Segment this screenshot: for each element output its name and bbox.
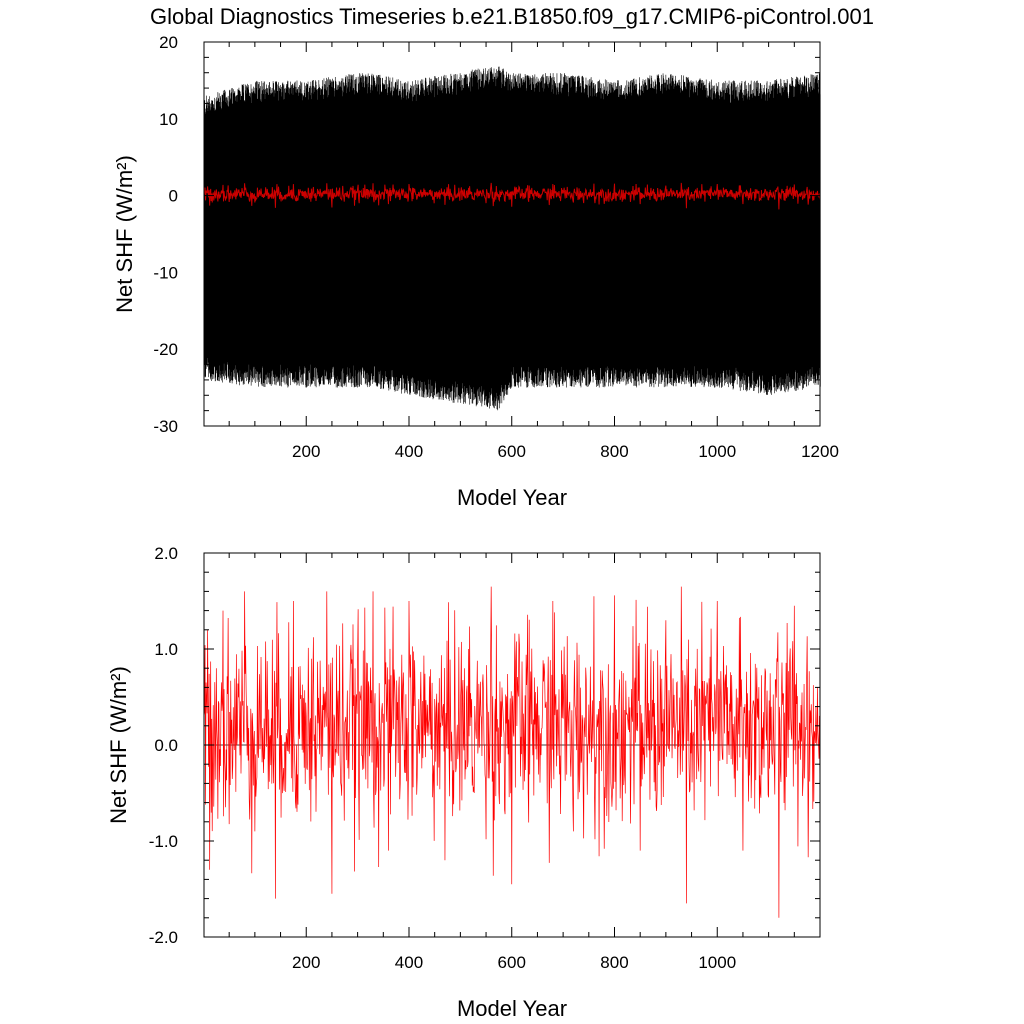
top-y-tick-label: -20 — [153, 340, 178, 359]
top-x-axis-label: Model Year — [457, 485, 567, 510]
bottom-x-tick-label: 600 — [498, 953, 526, 972]
bottom-panel: 200 400 600 800 1000 -2.0 -1.0 0.0 1.0 2.0 Model … — [106, 544, 821, 1021]
top-y-tick-label: -30 — [153, 417, 178, 436]
bottom-plot-series — [203, 586, 821, 918]
top-annual-mean-line — [203, 182, 821, 210]
top-x-tick-label: 400 — [395, 442, 423, 461]
top-x-tick-label: 1000 — [698, 442, 736, 461]
bottom-annual-series-line — [203, 586, 821, 918]
bottom-y-tick-label: 1.0 — [154, 640, 178, 659]
bottom-x-axis-label: Model Year — [457, 996, 567, 1021]
figure-title: Global Diagnostics Timeseries b.e21.B185… — [150, 4, 874, 29]
top-y-tick-label: -10 — [153, 263, 178, 282]
bottom-x-tick-label: 400 — [395, 953, 423, 972]
top-axis-ticks: 200 400 600 800 1000 1200 -30 -20 -10 0 10 20 — [153, 33, 838, 461]
bottom-y-tick-label: -2.0 — [149, 928, 178, 947]
bottom-x-tick-label: 800 — [600, 953, 628, 972]
top-plot-series — [203, 66, 821, 411]
top-panel: 200 400 600 800 1000 1200 -30 -20 -10 0 10 20 Model… — [112, 33, 839, 510]
bottom-y-tick-label: -1.0 — [149, 832, 178, 851]
bottom-x-tick-label: 200 — [292, 953, 320, 972]
top-y-tick-label: 0 — [169, 187, 178, 206]
bottom-y-tick-label: 0.0 — [154, 736, 178, 755]
bottom-y-tick-label: 2.0 — [154, 544, 178, 563]
bottom-axis-ticks: 200 400 600 800 1000 -2.0 -1.0 0.0 1.0 2.0 — [149, 544, 820, 972]
top-monthly-series-line — [203, 66, 821, 411]
top-x-tick-label: 600 — [498, 442, 526, 461]
top-x-tick-label: 200 — [292, 442, 320, 461]
top-y-tick-label: 20 — [159, 33, 178, 52]
top-x-tick-label: 800 — [600, 442, 628, 461]
bottom-x-tick-label: 1000 — [698, 953, 736, 972]
top-x-tick-label: 1200 — [801, 442, 839, 461]
top-y-tick-label: 10 — [159, 110, 178, 129]
top-y-axis-label: Net SHF (W/m²) — [112, 155, 137, 313]
bottom-y-axis-label: Net SHF (W/m²) — [106, 666, 131, 824]
